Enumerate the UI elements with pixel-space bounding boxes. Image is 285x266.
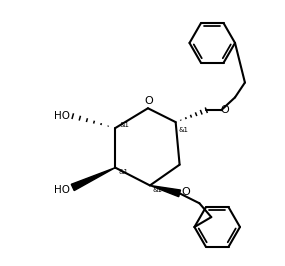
Text: O: O: [181, 187, 190, 197]
Polygon shape: [71, 168, 115, 190]
Text: HO: HO: [54, 185, 70, 196]
Text: &1: &1: [118, 169, 128, 174]
Text: HO: HO: [54, 111, 70, 121]
Polygon shape: [150, 185, 180, 197]
Text: O: O: [221, 105, 229, 115]
Text: &1: &1: [153, 187, 163, 193]
Text: &1: &1: [179, 127, 189, 133]
Text: O: O: [144, 96, 153, 106]
Text: &1: &1: [119, 122, 129, 128]
